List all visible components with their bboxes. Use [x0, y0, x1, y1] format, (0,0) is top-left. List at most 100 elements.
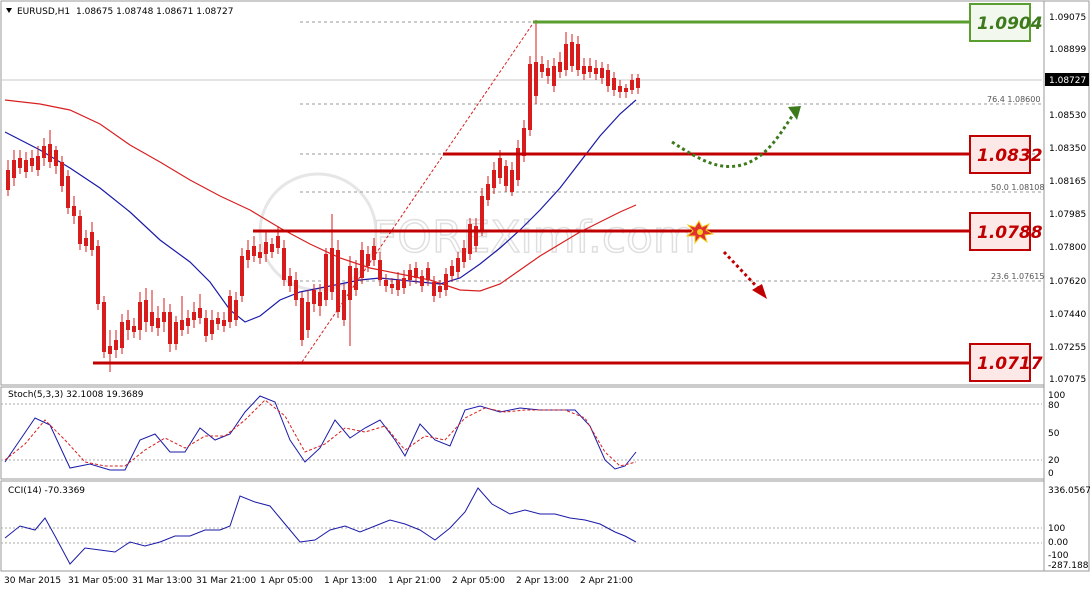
- candle-body: [564, 44, 568, 70]
- candle-body: [354, 268, 358, 290]
- svg-text:-100: -100: [1048, 551, 1069, 561]
- candle-body: [288, 276, 292, 286]
- candle-body: [606, 70, 610, 86]
- fib-23: 23.6 1.07615: [991, 272, 1044, 281]
- watermark: FOREXimf.com: [258, 172, 697, 292]
- candle-body: [558, 62, 562, 72]
- svg-text:0: 0: [1048, 469, 1054, 479]
- svg-text:20: 20: [1048, 456, 1060, 466]
- svg-text:1.08530: 1.08530: [1049, 111, 1086, 121]
- candle-body: [144, 300, 148, 322]
- dropdown-triangle-icon[interactable]: [6, 8, 12, 13]
- candle-body: [120, 322, 124, 348]
- candle-body: [42, 146, 46, 158]
- candle-body: [186, 318, 190, 326]
- candle-body: [162, 312, 166, 322]
- svg-text:1 Apr 21:00: 1 Apr 21:00: [388, 576, 441, 586]
- svg-text:100: 100: [1048, 524, 1065, 534]
- svg-text:1.0832: 1.0832: [977, 146, 1043, 166]
- curved-up-arrow-icon: [671, 106, 801, 169]
- candle-body: [84, 238, 88, 246]
- svg-text:-287.188: -287.188: [1048, 561, 1089, 571]
- candle-body: [510, 170, 514, 192]
- svg-text:1.08165: 1.08165: [1049, 177, 1086, 187]
- explosion-icon: [685, 220, 715, 245]
- candle-body: [270, 244, 274, 252]
- svg-text:31 Mar 13:00: 31 Mar 13:00: [132, 576, 192, 586]
- candle-body: [396, 280, 400, 290]
- candle-body: [210, 320, 214, 334]
- svg-text:0.00: 0.00: [1048, 538, 1068, 548]
- candle-body: [180, 320, 184, 330]
- candle-body: [432, 282, 436, 296]
- candle-body: [390, 284, 394, 288]
- stoch-signal-line: [4, 399, 637, 467]
- fib-trendline[interactable]: [301, 21, 535, 363]
- svg-text:100: 100: [1048, 391, 1065, 401]
- candle-body: [48, 144, 52, 162]
- candle-body: [312, 290, 316, 304]
- level-box-1: 1.0904: [969, 3, 1043, 42]
- dotted-down-arrow-icon: [722, 250, 767, 299]
- candle-body: [246, 250, 250, 260]
- candle-body: [264, 242, 268, 254]
- candle-body: [330, 248, 334, 292]
- candle-body: [522, 128, 526, 156]
- candle-body: [552, 66, 556, 86]
- svg-text:30 Mar 2015: 30 Mar 2015: [4, 576, 61, 586]
- candle-body: [408, 270, 412, 280]
- candle-body: [36, 156, 40, 170]
- candle-body: [462, 248, 466, 262]
- candle-body: [372, 246, 376, 260]
- fib-50: 50.0 1.08108: [991, 183, 1044, 192]
- candle-body: [504, 166, 508, 186]
- svg-text:2 Apr 13:00: 2 Apr 13:00: [516, 576, 569, 586]
- stochastic-panel[interactable]: [0, 386, 1045, 480]
- candle-body: [618, 86, 622, 92]
- svg-text:1.07800: 1.07800: [1049, 243, 1086, 253]
- candle-body: [174, 322, 178, 344]
- svg-text:80: 80: [1048, 401, 1060, 411]
- candle-body: [72, 206, 76, 216]
- cci-label: CCI(14) -70.3369: [8, 486, 85, 496]
- candle-body: [126, 320, 130, 330]
- candle-body: [114, 340, 118, 350]
- cci-line: [4, 487, 637, 565]
- svg-text:1 Apr 13:00: 1 Apr 13:00: [324, 576, 377, 586]
- candle-body: [216, 318, 220, 324]
- candle-body: [588, 66, 592, 72]
- candle-body: [282, 248, 286, 280]
- candle-body: [300, 298, 304, 340]
- candle-body: [498, 158, 502, 178]
- svg-text:31 Mar 05:00: 31 Mar 05:00: [68, 576, 128, 586]
- candle-body: [294, 280, 298, 300]
- main-chart-panel[interactable]: [0, 0, 1045, 386]
- candle-body: [78, 216, 82, 244]
- candle-body: [426, 268, 430, 280]
- candle-body: [168, 312, 172, 344]
- svg-text:336.0567: 336.0567: [1048, 486, 1090, 496]
- candle-body: [138, 302, 142, 330]
- candle-body: [234, 300, 238, 320]
- candle-body: [516, 148, 520, 180]
- candle-body: [252, 246, 256, 256]
- candle-body: [54, 150, 58, 166]
- candle-body: [414, 268, 418, 278]
- candle-body: [474, 226, 478, 246]
- candle-body: [576, 44, 580, 70]
- cci-panel[interactable]: [0, 480, 1045, 572]
- price-axis: 1.09075 1.08899 1.08727 1.08530 1.08350 …: [1045, 13, 1089, 385]
- cci-levels: [1, 527, 1042, 544]
- candle-body: [438, 286, 442, 292]
- candle-body: [570, 42, 574, 66]
- candle-body: [630, 80, 634, 90]
- svg-text:1.07255: 1.07255: [1049, 343, 1086, 353]
- candle-body: [24, 160, 28, 172]
- candle-body: [348, 266, 352, 300]
- svg-text:2 Apr 05:00: 2 Apr 05:00: [452, 576, 505, 586]
- svg-text:1.07075: 1.07075: [1049, 375, 1086, 385]
- candle-body: [486, 184, 490, 200]
- candle-body: [480, 196, 484, 230]
- svg-text:50: 50: [1048, 429, 1060, 439]
- candle-body: [228, 296, 232, 322]
